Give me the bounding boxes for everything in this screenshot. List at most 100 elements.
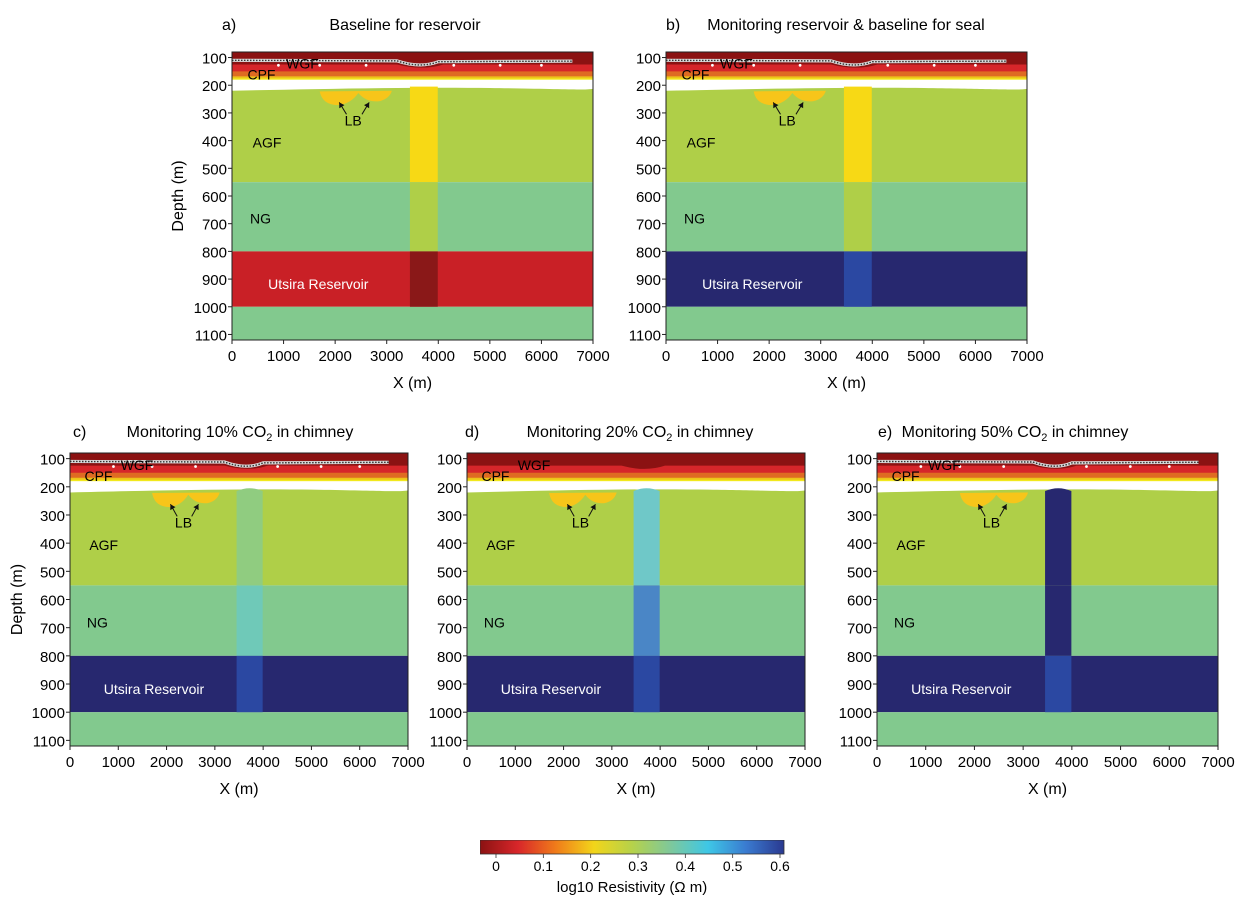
y-tick-label: 1000	[194, 300, 227, 317]
label-cpf: CPF	[681, 67, 709, 83]
y-tick-label: 400	[202, 134, 227, 151]
layer-lb	[319, 90, 392, 106]
chimney-ng	[409, 182, 438, 252]
y-tick-label: 700	[437, 621, 462, 638]
chimney-ng	[633, 585, 660, 656]
panel-title: Monitoring 20% CO2 in chimney	[527, 424, 754, 444]
colorbar: 0 0.1 0.2 0.3 0.4 0.5 0.6 log10 Resistivity (Ω…	[479, 839, 790, 900]
x-tick-label: 0	[873, 754, 881, 771]
arrow-lb-right-head	[364, 102, 370, 109]
source-marker-4	[319, 465, 323, 468]
colorbar-tick-label: 0.6	[770, 858, 790, 874]
y-tick-label: 1000	[628, 300, 661, 317]
colorbar-label: log10 Resistivity (Ω m)	[557, 879, 707, 896]
label-lb: LB	[572, 515, 589, 531]
label-reservoir: Utsira Reservoir	[268, 276, 369, 292]
receiver-line	[69, 459, 389, 468]
y-axis-label: Depth (m)	[9, 564, 26, 635]
x-axis-label: X (m)	[827, 375, 866, 392]
y-tick-label: 500	[202, 161, 227, 178]
y-tick-label: 400	[847, 536, 872, 553]
y-tick-label: 300	[202, 106, 227, 123]
panel-title: Monitoring 50% CO2 in chimney	[902, 424, 1129, 444]
x-tick-label: 3000	[370, 348, 403, 365]
label-ng: NG	[894, 615, 915, 631]
source-marker-5	[540, 63, 543, 67]
x-tick-label: 7000	[1201, 754, 1234, 771]
y-tick-label: 1100	[840, 733, 872, 750]
y-tick-label: 100	[40, 452, 65, 469]
panel-b: WGF CPF LB AGF NG Utsira Reservoir 0 1000 2000 30…	[628, 17, 1044, 392]
label-wgf: WGF	[518, 457, 551, 473]
source-marker-0	[919, 465, 923, 468]
y-tick-label: 300	[847, 508, 872, 525]
panel-title: Monitoring reservoir & baseline for seal	[707, 17, 984, 34]
y-tick-label: 1000	[839, 705, 872, 722]
x-tick-label: 4000	[422, 348, 455, 365]
y-tick-label: 200	[636, 78, 661, 95]
source-marker-0	[112, 465, 115, 468]
y-tick-label: 1000	[32, 705, 65, 722]
y-tick-label: 900	[40, 677, 65, 694]
y-tick-label: 600	[847, 593, 872, 610]
arrow-lb-left-head	[978, 504, 984, 511]
chimney-reservoir	[236, 655, 263, 713]
chimney-reservoir	[633, 655, 660, 713]
x-tick-label: 4000	[856, 348, 889, 365]
x-tick-label: 5000	[692, 754, 725, 771]
colorbar-tick-label: 0.4	[676, 858, 696, 874]
y-tick-label: 900	[202, 272, 227, 289]
receiver-line	[231, 58, 573, 67]
source-marker-3	[276, 465, 280, 468]
source-marker-5	[974, 63, 977, 67]
colorbar-tick-label: 0.3	[628, 858, 648, 874]
label-reservoir: Utsira Reservoir	[104, 681, 205, 697]
y-tick-label: 500	[40, 564, 65, 581]
chimney-upper	[633, 488, 660, 586]
y-tick-label: 200	[40, 480, 65, 497]
colorbar-tick-label: 0.5	[723, 858, 743, 874]
x-tick-label: 3000	[804, 348, 837, 365]
y-tick-label: 300	[437, 508, 462, 525]
x-tick-label: 4000	[246, 754, 279, 771]
x-tick-label: 0	[662, 348, 670, 365]
layer-wgf-transition	[666, 71, 1027, 79]
colorbar-tick-label: 0.1	[534, 858, 554, 874]
x-tick-label: 3000	[1006, 754, 1039, 771]
chimney-upper	[1045, 488, 1072, 586]
layer-wgf-transition	[877, 472, 1218, 480]
layer-lb	[753, 90, 826, 106]
x-tick-label: 7000	[1010, 348, 1043, 365]
chimney-ng	[236, 585, 263, 656]
x-axis-label: X (m)	[393, 375, 432, 392]
label-lb: LB	[779, 112, 796, 128]
source-marker-2	[194, 465, 197, 468]
panel-letter: a)	[222, 17, 236, 34]
label-lb: LB	[345, 112, 362, 128]
panel-title: Monitoring 10% CO2 in chimney	[127, 424, 354, 444]
source-marker-3	[1085, 465, 1088, 468]
y-tick-label: 900	[437, 677, 462, 694]
y-axis-label: Depth (m)	[170, 160, 187, 231]
colorbar-tick-label: 0	[492, 858, 500, 874]
label-agf: AGF	[89, 537, 118, 553]
label-ng: NG	[250, 211, 271, 227]
y-tick-label: 600	[40, 593, 65, 610]
label-agf: AGF	[896, 537, 925, 553]
y-tick-label: 300	[636, 106, 661, 123]
x-tick-label: 6000	[959, 348, 992, 365]
source-marker-1	[752, 63, 756, 67]
label-lb: LB	[175, 515, 192, 531]
x-tick-label: 0	[66, 754, 74, 771]
y-tick-label: 700	[202, 217, 227, 234]
y-tick-label: 100	[437, 452, 462, 469]
y-tick-label: 800	[847, 649, 872, 666]
y-tick-label: 900	[636, 272, 661, 289]
x-axis-label: X (m)	[616, 781, 655, 798]
receiver-cable	[69, 459, 389, 468]
y-tick-label: 700	[847, 621, 872, 638]
y-tick-label: 200	[847, 480, 872, 497]
source-marker-3	[452, 63, 456, 67]
arrow-lb-right-head	[1001, 504, 1007, 511]
y-tick-label: 700	[40, 621, 65, 638]
